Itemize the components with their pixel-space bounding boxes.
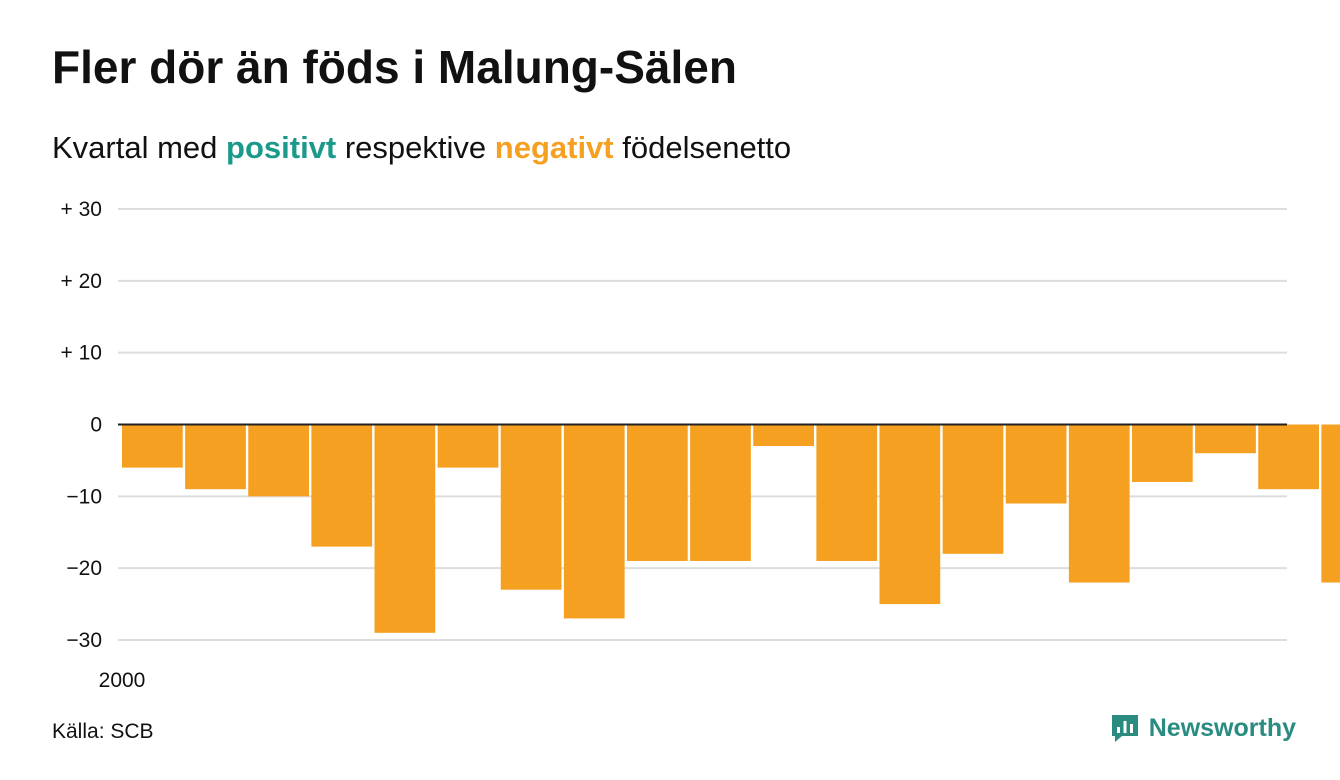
bar [437, 424, 499, 468]
y-tick-label: −20 [66, 557, 102, 580]
newsworthy-logo-icon [1111, 715, 1138, 742]
bars [122, 424, 1340, 633]
bar [1195, 424, 1256, 454]
subtitle-text-middle: respektive [336, 130, 495, 165]
bar [248, 424, 309, 497]
bar [563, 424, 625, 619]
bar [690, 424, 751, 561]
y-tick-label: 0 [90, 414, 102, 437]
x-tick-label: 2000 [99, 669, 146, 692]
bar [500, 424, 562, 590]
bar [753, 424, 814, 447]
y-tick-label: + 20 [61, 270, 102, 293]
brand-logo: Newsworthy [1109, 712, 1296, 744]
subtitle-positive-word: positivt [226, 130, 337, 165]
brand-name: Newsworthy [1148, 713, 1296, 742]
y-tick-label: + 30 [61, 198, 102, 221]
subtitle-text-end: födelsenetto [613, 130, 792, 165]
bar [1005, 424, 1067, 504]
bar [1321, 424, 1340, 583]
bar [311, 424, 373, 547]
bar [879, 424, 941, 605]
bar [627, 424, 688, 561]
bar [1068, 424, 1130, 583]
bar [1132, 424, 1193, 482]
bar [185, 424, 246, 490]
subtitle-text-start: Kvartal med [52, 130, 227, 165]
x-axis-tick-labels: 20002005201020152020 [99, 669, 146, 692]
subtitle-negative-word: negativt [494, 130, 614, 165]
bar [1258, 424, 1319, 490]
source-label: Källa: SCB [52, 720, 154, 743]
y-tick-label: −10 [66, 485, 102, 508]
bar [122, 424, 183, 468]
y-axis-tick-labels: + 30 + 20 + 10 0 −10 −20 −30 [61, 198, 102, 652]
y-tick-label: −30 [66, 629, 102, 652]
bar [816, 424, 878, 561]
bar [942, 424, 1004, 554]
y-tick-label: + 10 [61, 342, 102, 365]
chart-subtitle: Kvartal med positivt respektive negativt… [52, 130, 791, 166]
bar [374, 424, 436, 633]
chart-title: Fler dör än föds i Malung-Sälen [52, 41, 737, 93]
